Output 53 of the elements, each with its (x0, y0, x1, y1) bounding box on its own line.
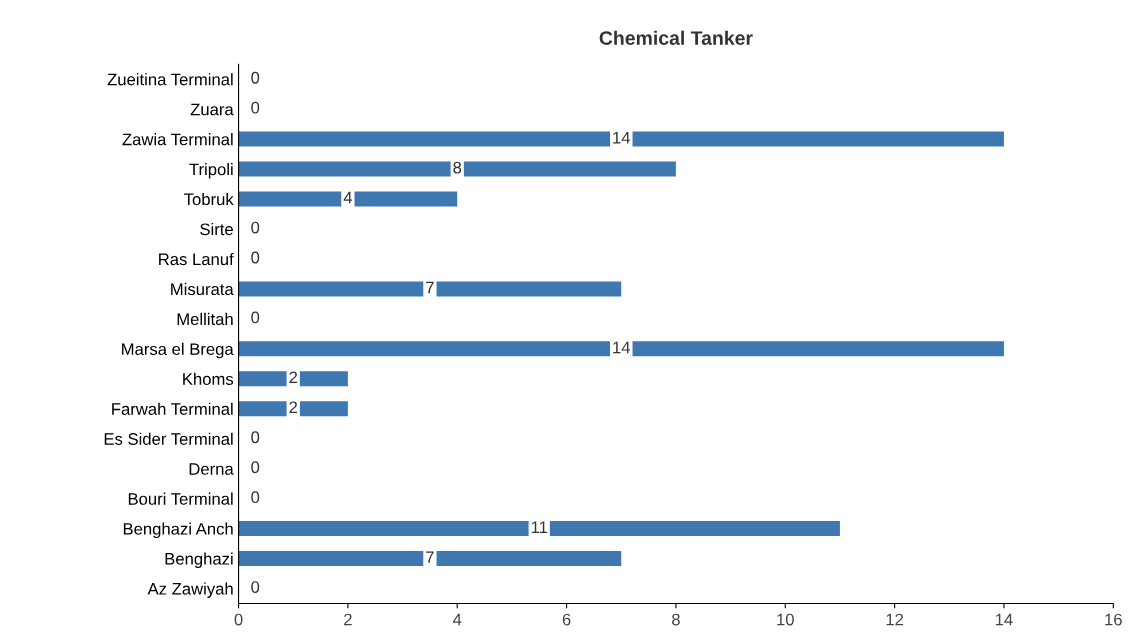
data-label: 0 (251, 581, 260, 593)
data-label: 0 (251, 491, 260, 504)
x-tick-label: 2 (344, 613, 352, 626)
y-tick-label: Zueitina Terminal (107, 73, 233, 86)
y-tick-label: Ras Lanuf (159, 252, 234, 266)
chart-title: Chemical Tanker (599, 30, 753, 45)
data-label: 0 (251, 71, 260, 84)
data-label: 7 (426, 551, 434, 563)
data-label: 14 (613, 341, 631, 354)
data-label: 8 (453, 161, 462, 174)
y-tick-label: Mellitah (177, 312, 233, 326)
data-label: 2 (289, 371, 298, 384)
data-label: 0 (251, 221, 260, 234)
data-label: 0 (251, 101, 260, 114)
y-tick-label: Tobruk (184, 192, 234, 206)
bar (238, 551, 622, 567)
x-tick-label: 6 (562, 613, 571, 626)
data-label: 0 (251, 251, 260, 264)
bar (238, 521, 840, 537)
x-tick-label: 12 (886, 613, 904, 626)
bar (238, 191, 458, 207)
data-label: 7 (426, 281, 434, 294)
y-tick-label: Bouri Terminal (128, 492, 233, 505)
y-tick-label: Az Zawiyah (147, 582, 233, 598)
y-tick-label: Benghazi (165, 552, 233, 569)
data-label: 0 (251, 311, 260, 324)
y-tick-label: Tripoli (189, 163, 233, 179)
y-tick-label: Es Sider Terminal (104, 432, 233, 445)
y-tick-label: Misurata (171, 282, 234, 296)
x-tick-label: 10 (777, 613, 794, 626)
x-tick-label: 4 (452, 613, 462, 626)
bar (238, 341, 1004, 357)
data-label: 14 (613, 131, 631, 144)
y-tick-label: Sirte (200, 222, 233, 236)
data-label: 4 (343, 191, 353, 204)
data-label: 0 (251, 461, 260, 474)
x-tick-label: 8 (672, 613, 680, 626)
bar (238, 161, 676, 177)
y-tick-label: Farwah Terminal (112, 402, 233, 415)
y-tick-label: Marsa el Brega (122, 342, 234, 359)
y-tick-label: Zuara (190, 103, 234, 116)
data-label: 0 (251, 431, 260, 444)
bar (238, 281, 622, 297)
y-tick-label: Khoms (183, 372, 234, 385)
x-tick-label: 16 (1105, 613, 1122, 626)
x-tick-label: 0 (234, 613, 243, 626)
bar (238, 131, 1004, 147)
data-label: 2 (289, 401, 298, 414)
y-tick-label: Zawia Terminal (122, 133, 233, 146)
y-tick-label: Derna (189, 463, 234, 475)
data-label: 11 (531, 521, 548, 533)
y-tick-label: Benghazi Anch (123, 522, 233, 539)
x-tick-label: 14 (995, 613, 1013, 626)
